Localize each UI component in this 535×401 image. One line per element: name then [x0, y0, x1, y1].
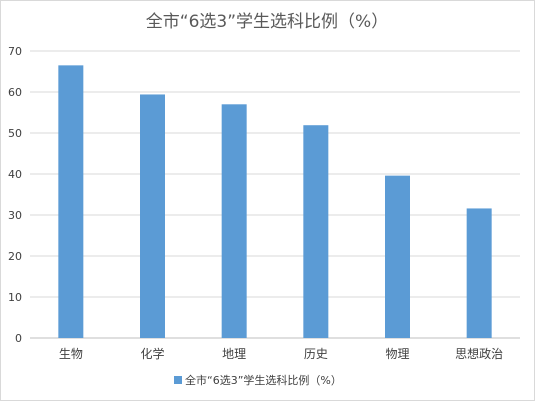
bar [466, 208, 492, 338]
y-tick-label: 60 [8, 86, 22, 99]
bar [140, 94, 165, 339]
bar [221, 104, 247, 338]
x-tick-label: 地理 [222, 347, 246, 361]
x-tick-label: 生物 [59, 347, 83, 361]
x-tick-label: 物理 [385, 347, 409, 361]
legend: 全市“6选3”学生选科比例（%） [174, 373, 342, 387]
chart-title: 全市“6选3”学生选科比例（%） [146, 12, 388, 32]
bar [58, 65, 84, 338]
y-tick-label: 30 [8, 209, 22, 222]
legend-label: 全市“6选3”学生选科比例（%） [185, 373, 342, 387]
x-tick-label: 思想政治 [455, 346, 503, 361]
y-tick-label: 40 [8, 168, 22, 181]
y-tick-label: 20 [8, 250, 22, 263]
x-axis-ticks: 生物 化学 地理 历史 物理 思想政治 [59, 346, 503, 361]
y-axis-ticks: 0 10 20 30 40 50 60 70 [8, 45, 22, 345]
bars [58, 65, 492, 339]
gridlines [30, 50, 520, 339]
y-tick-label: 0 [15, 332, 22, 345]
y-tick-label: 70 [8, 45, 22, 58]
y-tick-label: 50 [8, 127, 22, 140]
x-tick-label: 历史 [304, 347, 328, 361]
bar [303, 125, 329, 339]
y-tick-label: 10 [8, 291, 22, 304]
x-tick-label: 化学 [140, 346, 164, 361]
legend-swatch [174, 376, 182, 384]
bar [385, 175, 410, 338]
